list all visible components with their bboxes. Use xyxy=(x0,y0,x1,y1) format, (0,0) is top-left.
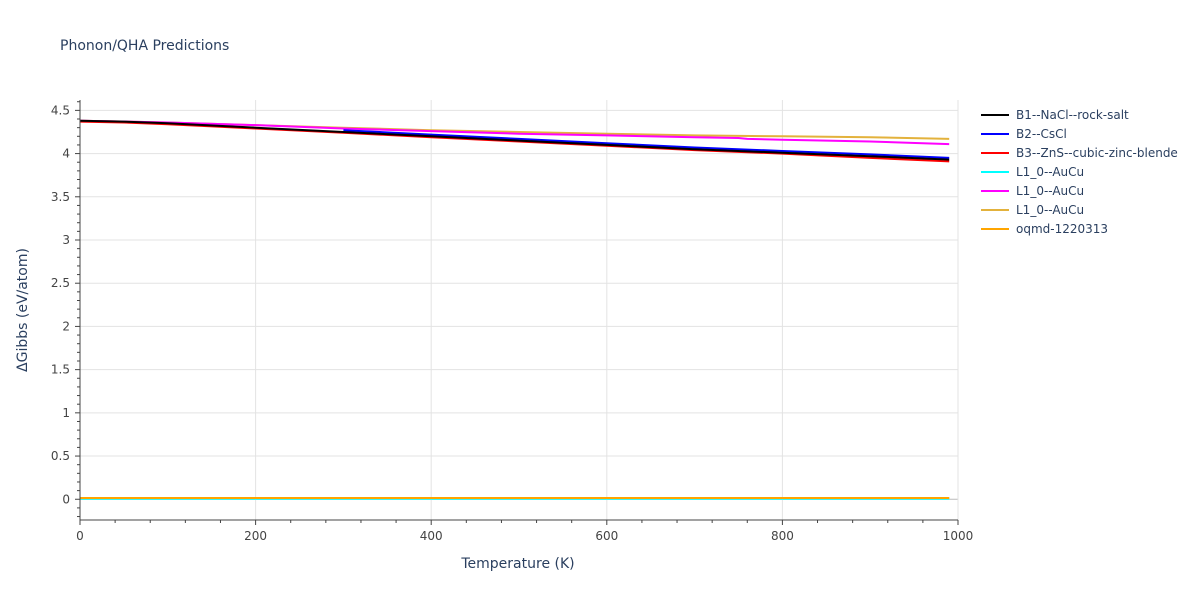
series-line xyxy=(79,119,950,161)
legend-label: L1_0--AuCu xyxy=(1016,165,1084,179)
legend-item[interactable]: oqmd-1220313 xyxy=(981,222,1108,236)
y-tick-label: 0.5 xyxy=(51,449,70,463)
legend-item[interactable]: L1_0--AuCu xyxy=(981,203,1084,217)
legend[interactable]: B1--NaCl--rock-salt B2--CsCl B3--ZnS--cubi… xyxy=(981,108,1178,236)
y-tick-label: 1 xyxy=(62,406,70,420)
series-lines xyxy=(79,119,950,500)
axes xyxy=(75,100,959,525)
y-tick-label: 1.5 xyxy=(51,363,70,377)
x-tick-label: 0 xyxy=(76,529,84,543)
y-tick-label: 0 xyxy=(62,492,70,506)
series-line xyxy=(343,129,950,159)
y-tick-label: 2 xyxy=(62,319,70,333)
legend-label: B2--CsCl xyxy=(1016,127,1067,141)
legend-item[interactable]: B3--ZnS--cubic-zinc-blende xyxy=(981,146,1178,160)
y-tick-label: 3 xyxy=(62,233,70,247)
series-line xyxy=(79,119,950,146)
legend-label: L1_0--AuCu xyxy=(1016,203,1084,217)
legend-label: B3--ZnS--cubic-zinc-blende xyxy=(1016,146,1178,160)
legend-item[interactable]: B2--CsCl xyxy=(981,127,1067,141)
x-axis-title: Temperature (K) xyxy=(460,556,574,572)
legend-item[interactable]: B1--NaCl--rock-salt xyxy=(981,108,1129,122)
x-tick-label: 1000 xyxy=(943,529,974,543)
y-tick-label: 3.5 xyxy=(51,190,70,204)
legend-item[interactable]: L1_0--AuCu xyxy=(981,165,1084,179)
y-axis-title: ΔGibbs (eV/atom) xyxy=(15,248,31,372)
grid xyxy=(80,100,959,520)
y-tick-label: 4.5 xyxy=(51,103,70,117)
x-tick-label: 600 xyxy=(595,529,618,543)
legend-item[interactable]: L1_0--AuCu xyxy=(981,184,1084,198)
legend-label: B1--NaCl--rock-salt xyxy=(1016,108,1129,122)
chart-title: Phonon/QHA Predictions xyxy=(60,38,229,54)
y-tick-label: 4 xyxy=(62,147,70,161)
x-tick-label: 400 xyxy=(420,529,443,543)
tick-labels: 0 0.5 1 1.5 2 2.5 3 3.5 4 4.5 0 200 400 600 800 1000 xyxy=(51,103,973,543)
legend-label: L1_0--AuCu xyxy=(1016,184,1084,198)
legend-label: oqmd-1220313 xyxy=(1016,222,1108,236)
y-tick-label: 2.5 xyxy=(51,276,70,290)
x-tick-label: 200 xyxy=(244,529,267,543)
x-tick-label: 800 xyxy=(771,529,794,543)
